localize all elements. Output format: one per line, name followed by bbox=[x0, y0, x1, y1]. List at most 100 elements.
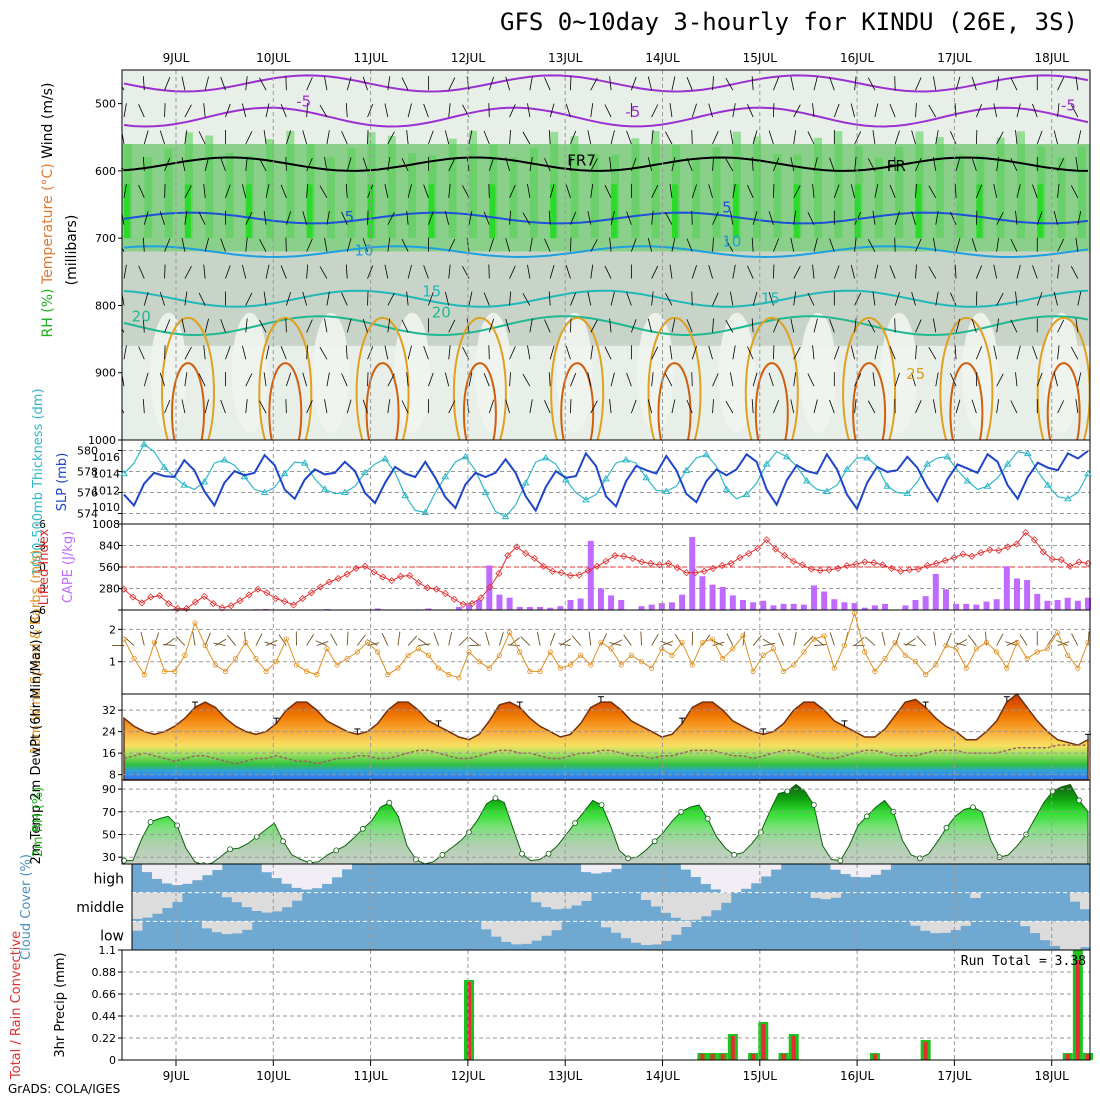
wind-barb bbox=[807, 131, 815, 145]
thickness-marker bbox=[401, 491, 410, 499]
lifted-index-marker bbox=[1057, 556, 1065, 564]
wind-barb bbox=[142, 156, 145, 171]
wind-barb bbox=[458, 636, 469, 646]
wind-barb bbox=[954, 183, 957, 198]
wind-speed-marker bbox=[496, 652, 503, 658]
wind-barb bbox=[1032, 103, 1038, 118]
lifted-index-marker bbox=[173, 605, 182, 613]
cape-bar bbox=[729, 595, 736, 610]
cape-bar bbox=[455, 606, 462, 610]
cloud-cell bbox=[810, 892, 822, 898]
thickness-marker bbox=[361, 468, 369, 476]
wind-speed-marker bbox=[567, 662, 574, 668]
wind-barb bbox=[483, 130, 490, 145]
wind-barb bbox=[854, 373, 862, 387]
wind-barb bbox=[1057, 264, 1060, 279]
wind-barb bbox=[488, 399, 495, 414]
lifted-index-marker bbox=[245, 591, 253, 599]
wind-barb bbox=[1016, 184, 1021, 198]
cloud-cell bbox=[151, 864, 163, 879]
wind-speed-marker bbox=[334, 662, 340, 668]
date-label-top: 16JUL bbox=[840, 51, 875, 65]
wind-speed-marker bbox=[791, 662, 797, 668]
wind-barb bbox=[1015, 210, 1018, 225]
wind-barb bbox=[565, 345, 571, 360]
wind-barb bbox=[950, 131, 957, 145]
lifted-index-line bbox=[123, 531, 1089, 610]
cloud-cell bbox=[261, 892, 273, 913]
wind-barb bbox=[854, 399, 857, 414]
cape-bar bbox=[831, 599, 838, 610]
cape-bar bbox=[699, 576, 706, 610]
cape-bar bbox=[932, 573, 939, 610]
rh-marker bbox=[280, 838, 287, 845]
rh-marker bbox=[545, 850, 552, 857]
wind-barb bbox=[665, 212, 673, 225]
wind-barb bbox=[142, 237, 145, 252]
wind-barb bbox=[548, 372, 551, 387]
wind-speed-marker bbox=[263, 668, 269, 674]
wind-barb bbox=[245, 318, 248, 333]
cloud-cell bbox=[231, 921, 243, 934]
wind-barb bbox=[651, 346, 659, 360]
wind-barb bbox=[159, 292, 165, 306]
tick-label: 600 bbox=[95, 165, 116, 178]
rh-plume bbox=[935, 136, 944, 239]
wind-barb bbox=[691, 265, 697, 279]
cloud-cell bbox=[640, 921, 652, 946]
lifted-index-marker bbox=[200, 592, 208, 600]
wind-barb bbox=[265, 103, 270, 118]
wind-barb bbox=[609, 237, 612, 252]
wind-barb bbox=[319, 346, 328, 360]
wind-barb bbox=[536, 631, 541, 646]
rh-marker bbox=[386, 799, 393, 806]
wind-barb bbox=[732, 345, 736, 360]
cape-bar bbox=[587, 540, 594, 610]
precip-ylabel: 3hr Precip (mm) bbox=[53, 952, 68, 1057]
wind-barb bbox=[590, 158, 598, 172]
wind-speed-marker bbox=[446, 672, 452, 678]
wind-barb bbox=[138, 346, 145, 360]
wind-barb bbox=[159, 372, 165, 387]
cloud-cell bbox=[1080, 921, 1091, 948]
wind-barb bbox=[935, 372, 939, 387]
lifted-index-marker bbox=[227, 602, 235, 610]
lifted-index-marker bbox=[182, 605, 191, 613]
wind-barb bbox=[225, 345, 231, 360]
wind-speed-marker bbox=[233, 655, 239, 662]
wind-barb bbox=[509, 104, 516, 118]
tick-label: 90 bbox=[102, 783, 116, 796]
wind-barb bbox=[507, 644, 520, 646]
wind-barb bbox=[1019, 634, 1028, 646]
wind-barb bbox=[669, 103, 673, 118]
warm-contour bbox=[744, 316, 799, 440]
lifted-index-marker bbox=[343, 570, 351, 578]
wind-barb bbox=[264, 641, 277, 646]
wind-barb bbox=[259, 239, 267, 252]
thickness-marker bbox=[823, 487, 831, 494]
wind-barb bbox=[306, 345, 309, 360]
precip-convective-bar bbox=[1086, 1054, 1090, 1060]
wind-speed-marker bbox=[273, 659, 279, 665]
date-label-top: 18JUL bbox=[1035, 51, 1070, 65]
tick-label: 0 bbox=[39, 561, 46, 574]
wind-barb bbox=[829, 319, 835, 333]
wind-barb bbox=[874, 103, 879, 118]
wind-barb bbox=[915, 157, 922, 172]
cloud-cell bbox=[231, 892, 243, 903]
thickness-marker bbox=[180, 481, 189, 488]
cloud-cell bbox=[321, 864, 333, 884]
wind-barb bbox=[123, 345, 127, 360]
cloud-cell bbox=[211, 921, 223, 933]
rh-plume bbox=[205, 135, 214, 239]
cape-bar bbox=[618, 600, 625, 610]
cloud-cell bbox=[1080, 892, 1091, 910]
wind-barb bbox=[362, 399, 368, 414]
lifted-index-marker bbox=[816, 567, 824, 575]
wind-barb bbox=[384, 264, 389, 279]
cloud-cell bbox=[311, 864, 323, 889]
precip-convective-bar bbox=[467, 982, 472, 1060]
cape-bar bbox=[658, 603, 665, 610]
cloud-cell bbox=[1030, 921, 1041, 934]
cloud-cell bbox=[141, 864, 153, 873]
